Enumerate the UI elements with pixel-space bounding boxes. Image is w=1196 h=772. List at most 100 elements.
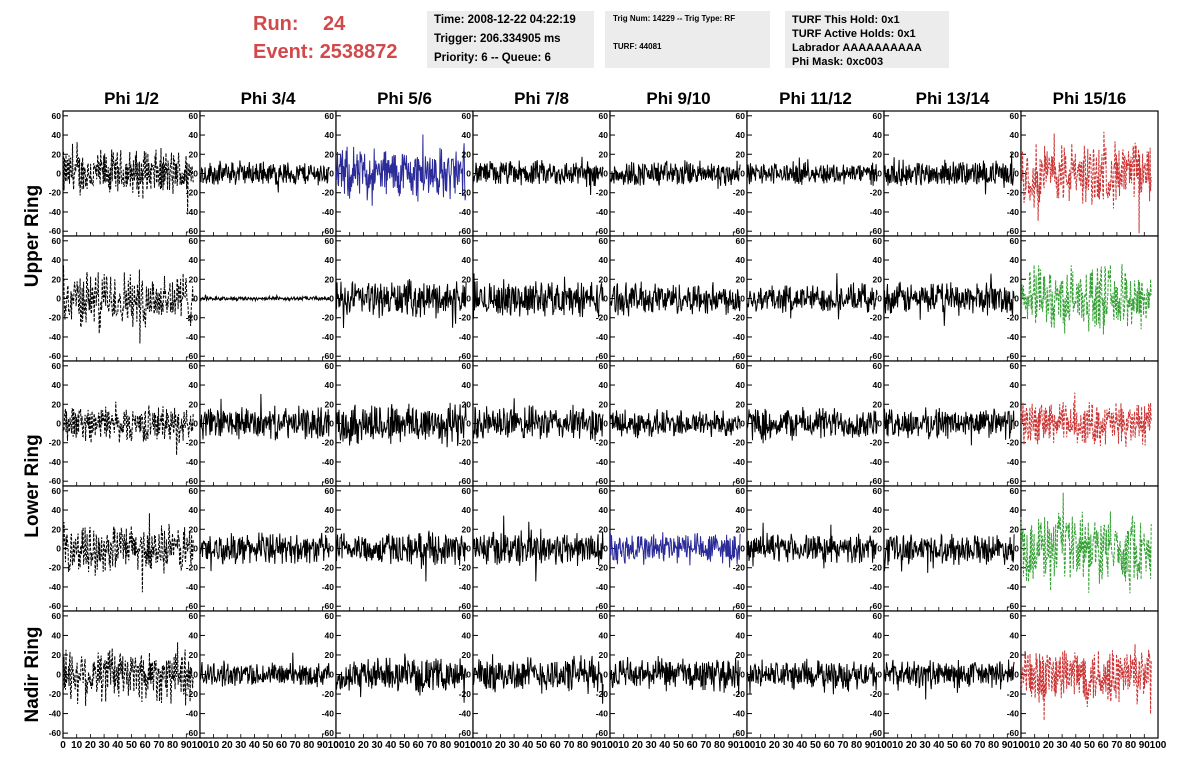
x-tick-label: 40: [659, 740, 671, 751]
y-tick-label: 20: [736, 149, 746, 159]
waveform-panel: 60 40 20 0 -20 -40 -60: [596, 485, 748, 612]
waveform-panel: 60 40 20 0 -20 -40 -60: [322, 485, 474, 612]
y-tick-label: -20: [1007, 188, 1020, 198]
y-tick-label: 20: [462, 399, 472, 409]
x-tick-label: 30: [372, 740, 384, 751]
waveform-line: [609, 409, 741, 439]
waveform-panel: 60 40 20 0 -20 -40 -60: [733, 110, 885, 237]
y-tick-label: 20: [736, 650, 746, 660]
x-tick-label: 90: [728, 740, 740, 751]
y-tick-label: 0: [329, 670, 334, 680]
y-tick-label: -20: [322, 188, 335, 198]
waveform-panel: 60 40 20 0 -20 -40 -60: [1007, 610, 1159, 739]
y-tick-label: -40: [49, 709, 62, 719]
waveform-panel: 60 40 20 0 -20 -40 -60: [459, 235, 611, 362]
y-tick-label: 0: [603, 294, 608, 304]
x-tick-label: 40: [385, 740, 397, 751]
y-tick-label: -60: [1007, 601, 1020, 611]
priority-text: Priority: 6 -- Queue: 6: [434, 52, 551, 64]
y-tick-label: 60: [873, 236, 883, 246]
y-tick-label: 60: [1010, 486, 1020, 496]
y-tick-label: 20: [52, 524, 62, 534]
waveform-line: [883, 153, 1015, 195]
waveform-line: [746, 273, 878, 320]
waveform-line: [199, 652, 330, 688]
y-tick-label: -20: [870, 438, 883, 448]
waveform-panel: 60 40 20 0 -20 -40 -60: [186, 485, 337, 612]
y-tick-label: -40: [49, 457, 62, 467]
waveform-line: [472, 273, 604, 319]
y-tick-label: -60: [186, 226, 199, 236]
y-tick-label: 20: [189, 149, 199, 159]
y-tick-label: -20: [322, 313, 335, 323]
y-tick-label: 60: [873, 361, 883, 371]
x-tick-label: 10: [1029, 740, 1041, 751]
waveform-panel: 60 40 20 0 -20 -40 -60: [870, 610, 1022, 739]
x-tick-label: 100: [739, 740, 756, 751]
waveform-panel: 60 40 20 0 -20 -40 -60: [459, 485, 611, 612]
y-tick-label: 20: [325, 524, 335, 534]
y-tick-label: -60: [870, 601, 883, 611]
x-tick-label: 70: [563, 740, 575, 751]
x-tick-label: 100: [1150, 740, 1167, 751]
y-tick-label: 20: [736, 274, 746, 284]
y-tick-label: 40: [189, 255, 199, 265]
waveform-line: [62, 513, 194, 593]
waveform-panel: 60 40 20 0 -20 -40 -60: [1007, 485, 1159, 612]
y-tick-label: -60: [733, 226, 746, 236]
x-tick-label: 40: [796, 740, 808, 751]
y-tick-label: -40: [459, 457, 472, 467]
y-tick-label: -60: [733, 476, 746, 486]
y-tick-label: -40: [870, 207, 883, 217]
turf-info-box: TURF This Hold: 0x1 TURF Active Holds: 0…: [785, 11, 949, 68]
y-tick-label: -60: [596, 226, 609, 236]
y-tick-label: -60: [1007, 351, 1020, 361]
y-tick-label: 40: [1010, 630, 1020, 640]
y-tick-label: -40: [459, 582, 472, 592]
panel-frame: [62, 610, 201, 739]
x-tick-label: 20: [769, 740, 781, 751]
y-tick-label: -20: [870, 188, 883, 198]
y-tick-label: -60: [49, 728, 62, 738]
waveform-line: [609, 532, 741, 568]
y-tick-label: 40: [1010, 380, 1020, 390]
y-tick-label: 60: [1010, 236, 1020, 246]
y-tick-label: 60: [736, 486, 746, 496]
labrador-text: Labrador AAAAAAAAAA: [792, 42, 922, 54]
y-tick-label: -60: [49, 351, 62, 361]
turf-text: TURF: 44081: [613, 42, 662, 51]
y-tick-label: 0: [56, 419, 61, 429]
y-tick-label: 20: [325, 149, 335, 159]
y-tick-label: 0: [877, 294, 882, 304]
y-tick-label: -60: [49, 476, 62, 486]
y-tick-label: -20: [186, 438, 199, 448]
y-tick-label: 40: [325, 130, 335, 140]
waveform-line: [1020, 264, 1152, 335]
y-tick-label: 0: [329, 419, 334, 429]
x-tick-label: 20: [222, 740, 234, 751]
x-tick-label: 0: [607, 740, 613, 751]
y-tick-label: 0: [329, 169, 334, 179]
y-tick-label: -40: [459, 332, 472, 342]
x-tick-label: 80: [577, 740, 589, 751]
y-tick-label: -20: [322, 689, 335, 699]
waveform-line: [1020, 131, 1152, 234]
y-tick-label: -20: [459, 563, 472, 573]
y-tick-label: 40: [599, 255, 609, 265]
x-tick-label: 30: [99, 740, 111, 751]
y-tick-label: 0: [56, 670, 61, 680]
y-tick-label: 0: [877, 419, 882, 429]
x-tick-label: 60: [140, 740, 152, 751]
waveform-panel: 60 40 20 0 -20 -40 -60: [49, 610, 201, 739]
waveform-panel: 60 40 20 0 -20 -40 -60: [186, 610, 337, 739]
y-tick-label: 40: [52, 380, 62, 390]
x-tick-label: 10: [71, 740, 83, 751]
y-tick-label: 20: [325, 650, 335, 660]
x-tick-label: 100: [192, 740, 209, 751]
x-tick-label: 60: [824, 740, 836, 751]
x-tick-label: 80: [851, 740, 863, 751]
waveform-panel: 60 40 20 0 -20 -40 -60: [596, 610, 748, 739]
y-tick-label: 40: [873, 505, 883, 515]
y-tick-label: -20: [733, 689, 746, 699]
y-tick-label: -20: [186, 313, 199, 323]
